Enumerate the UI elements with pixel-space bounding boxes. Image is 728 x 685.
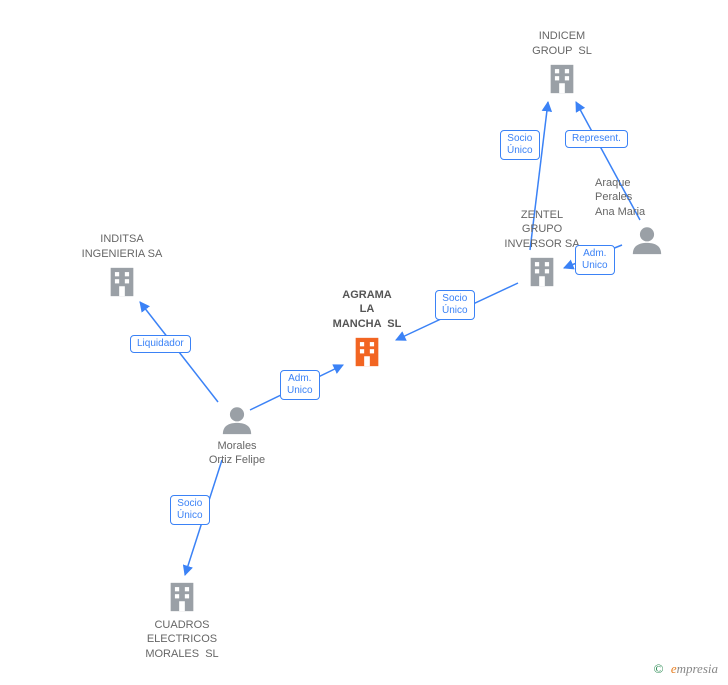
node-label-morales: Morales Ortiz Felipe: [167, 439, 307, 468]
node-label-inditsa: INDITSA INGENIERIA SA: [52, 232, 192, 261]
node-label-indicem: INDICEM GROUP SL: [492, 29, 632, 58]
edge-label-morales-agrama: Adm. Unico: [280, 370, 320, 400]
node-label-agrama: AGRAMA LA MANCHA SL: [297, 288, 437, 331]
edge-label-zentel-agrama: Socio Único: [435, 290, 475, 320]
brand-rest: mpresia: [677, 661, 718, 676]
node-label-cuadros: CUADROS ELECTRICOS MORALES SL: [112, 618, 252, 661]
building-icon-indicem[interactable]: [545, 62, 579, 96]
watermark: © empresia: [654, 661, 718, 677]
building-icon-cuadros[interactable]: [165, 580, 199, 614]
edge-label-araque-indicem: Represent.: [565, 130, 628, 148]
node-label-araque: Araque Perales Ana Maria: [595, 176, 728, 219]
person-icon-morales[interactable]: [220, 405, 254, 435]
edge-label-zentel-indicem: Socio Único: [500, 130, 540, 160]
edge-label-morales-cuadros: Socio Único: [170, 495, 210, 525]
copyright-symbol: ©: [654, 661, 664, 676]
building-icon-zentel[interactable]: [525, 255, 559, 289]
building-icon-inditsa[interactable]: [105, 265, 139, 299]
building-icon-agrama[interactable]: [350, 335, 384, 369]
edge-label-morales-inditsa: Liquidador: [130, 335, 191, 353]
edge-label-araque-zentel: Adm. Unico: [575, 245, 615, 275]
person-icon-araque[interactable]: [630, 225, 664, 255]
